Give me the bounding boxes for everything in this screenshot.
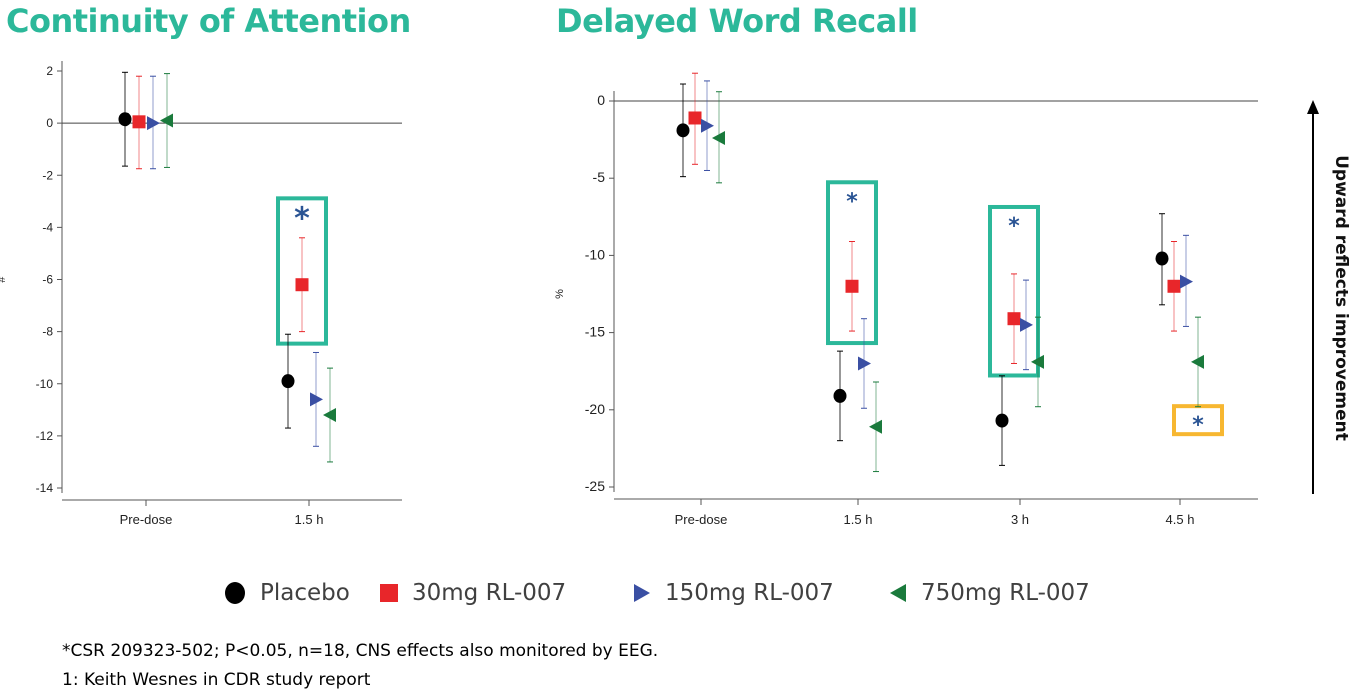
- legend-label-750mg: 750mg RL-007: [921, 580, 1090, 606]
- legend-label-placebo: Placebo: [260, 580, 350, 606]
- data-point-30mg: [1167, 279, 1181, 293]
- y-tick-label: 0: [46, 116, 53, 130]
- data-point-30mg: [132, 115, 146, 129]
- y-tick-label: -14: [36, 481, 54, 495]
- footnote-significance: *CSR 209323-502; P<0.05, n=18, CNS effec…: [62, 641, 659, 661]
- continuity-of-attention-chart: 2 0 -2 -4 -6 -8 -10 -12 -14 # Pre-dose 1.5 h *: [0, 61, 402, 527]
- data-point-30mg: [845, 279, 859, 293]
- chart-title-attention: Continuity of Attention: [6, 2, 411, 40]
- up-arrow-line: [1312, 112, 1314, 494]
- y-tick-label: -12: [36, 429, 54, 443]
- legend-label-30mg: 30mg RL-007: [412, 580, 567, 606]
- data-point-150mg: [1180, 274, 1193, 289]
- x-tick-label: 3 h: [1011, 512, 1029, 527]
- circle-marker-icon: [225, 582, 245, 604]
- y-tick-label: -10: [36, 377, 54, 391]
- data-point-30mg: [1007, 312, 1021, 326]
- y-tick-label: -2: [42, 168, 53, 182]
- square-marker-icon: [380, 584, 398, 602]
- significance-highlight-box: [826, 180, 878, 346]
- data-point-750mg: [712, 131, 725, 146]
- legend-item-30mg: 30mg RL-007: [380, 580, 566, 606]
- data-point-placebo: [676, 123, 690, 138]
- data-point-150mg: [701, 118, 714, 133]
- data-point-30mg: [295, 278, 309, 292]
- y-tick-label: -6: [42, 273, 53, 287]
- y-tick-label: -20: [585, 401, 605, 417]
- up-arrow-icon: [1307, 100, 1319, 114]
- data-point-placebo: [1155, 251, 1169, 266]
- chart-legend: Placebo 30mg RL-007 150mg RL-007 750mg R…: [0, 580, 1357, 614]
- triangle-left-marker-icon: [890, 584, 906, 602]
- x-tick-label: Pre-dose: [120, 512, 173, 527]
- delayed-word-recall-chart: 0 -5 -10 -15 -20 -25% Pre-dose 1.5 h 3 h 4.5 h * * *: [554, 72, 1258, 527]
- y-axis-label: %: [554, 289, 566, 299]
- data-point-750mg: [869, 419, 882, 434]
- x-tick-label: 1.5 h: [295, 512, 324, 527]
- data-point-placebo: [995, 413, 1009, 428]
- chart-title-word-recall: Delayed Word Recall: [556, 2, 918, 40]
- y-tick-label: -5: [593, 169, 606, 185]
- y-tick-label: -8: [42, 325, 53, 339]
- y-tick-label: -10: [585, 246, 605, 262]
- data-point-150mg: [147, 116, 160, 131]
- data-point-750mg: [323, 408, 336, 423]
- data-point-150mg: [310, 392, 323, 407]
- improvement-direction-label: Upward reflects improvement: [1331, 155, 1351, 441]
- data-point-placebo: [281, 374, 295, 389]
- legend-item-placebo: Placebo: [224, 580, 350, 606]
- significance-highlight-box: [988, 204, 1040, 378]
- significance-asterisk: *: [1192, 413, 1204, 438]
- y-tick-label: 0: [597, 92, 605, 108]
- y-tick-label: 2: [46, 64, 53, 78]
- data-point-750mg: [1191, 354, 1204, 369]
- data-point-750mg: [1031, 354, 1044, 369]
- data-point-placebo: [833, 388, 847, 403]
- y-tick-label: -25: [585, 478, 605, 494]
- data-point-placebo: [118, 112, 132, 127]
- significance-asterisk: *: [1008, 214, 1020, 239]
- y-axis-label: #: [0, 276, 8, 283]
- legend-item-750mg: 750mg RL-007: [889, 580, 1090, 606]
- x-tick-label: 4.5 h: [1166, 512, 1195, 527]
- y-tick-label: -4: [42, 220, 53, 234]
- data-point-150mg: [1020, 317, 1033, 332]
- legend-label-150mg: 150mg RL-007: [665, 580, 834, 606]
- footnote-source: 1: Keith Wesnes in CDR study report: [62, 670, 371, 690]
- y-tick-label: -15: [585, 324, 605, 340]
- x-tick-label: 1.5 h: [844, 512, 873, 527]
- legend-item-150mg: 150mg RL-007: [633, 580, 834, 606]
- data-point-30mg: [688, 111, 702, 125]
- x-tick-label: Pre-dose: [675, 512, 728, 527]
- triangle-right-marker-icon: [634, 584, 650, 602]
- data-point-150mg: [858, 356, 871, 371]
- significance-highlight-box: [276, 196, 328, 346]
- data-point-750mg: [160, 113, 173, 128]
- significance-asterisk: *: [294, 201, 310, 236]
- significance-asterisk: *: [846, 189, 858, 214]
